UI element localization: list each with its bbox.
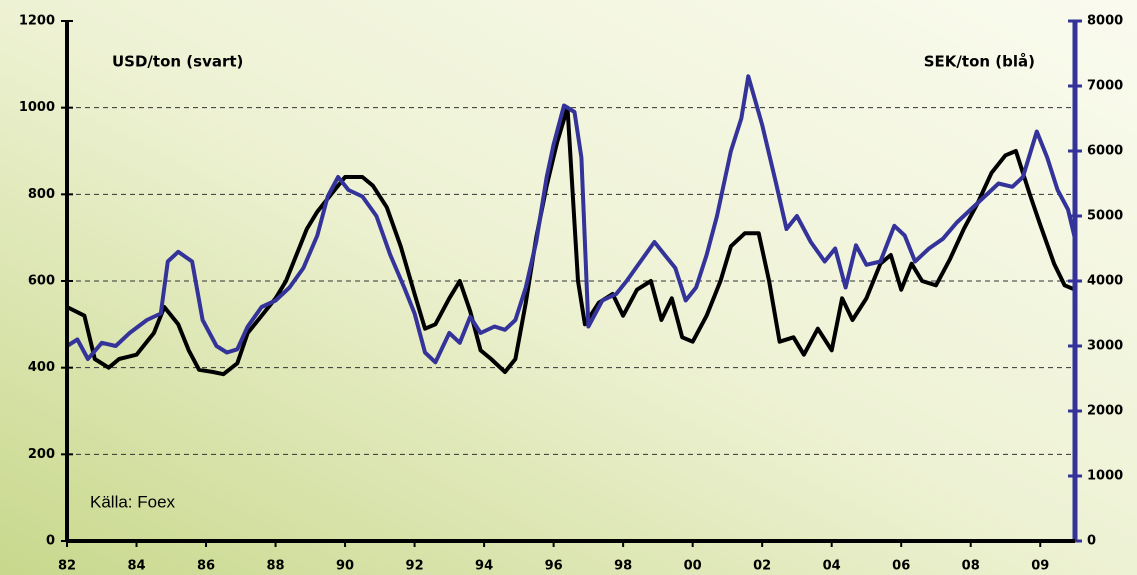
y-tick-label: 0 bbox=[46, 534, 55, 549]
x-tick-label: 06 bbox=[892, 559, 910, 574]
x-tick-label: 94 bbox=[475, 559, 493, 574]
y-tick-label: 200 bbox=[28, 447, 55, 462]
y-tick-label: 1000 bbox=[19, 100, 55, 115]
x-tick-label: 09 bbox=[1031, 559, 1049, 574]
x-tick-label: 82 bbox=[58, 559, 76, 574]
x-tick-label: 84 bbox=[127, 559, 145, 574]
annotation: Källa: Foex bbox=[90, 492, 176, 511]
y2-tick-label: 5000 bbox=[1087, 209, 1123, 224]
x-tick-label: 02 bbox=[753, 559, 771, 574]
y-tick-label: 1200 bbox=[19, 14, 55, 29]
y2-tick-label: 6000 bbox=[1087, 144, 1123, 159]
x-tick-label: 08 bbox=[962, 559, 980, 574]
y2-tick-label: 0 bbox=[1087, 534, 1096, 549]
x-tick-label: 88 bbox=[267, 559, 285, 574]
y-tick-label: 800 bbox=[28, 187, 55, 202]
x-tick-label: 04 bbox=[823, 559, 841, 574]
x-tick-label: 98 bbox=[614, 559, 632, 574]
y2-axis-label: SEK/ton (blå) bbox=[924, 53, 1035, 71]
x-tick-label: 00 bbox=[684, 559, 702, 574]
y2-tick-label: 7000 bbox=[1087, 79, 1123, 94]
x-tick-label: 96 bbox=[545, 559, 563, 574]
y2-tick-label: 3000 bbox=[1087, 339, 1123, 354]
y2-tick-label: 4000 bbox=[1087, 274, 1123, 289]
series-line bbox=[66, 105, 1076, 377]
series-line bbox=[65, 74, 1077, 365]
x-tick-label: 92 bbox=[406, 559, 424, 574]
y-tick-label: 400 bbox=[28, 360, 55, 375]
y2-tick-label: 1000 bbox=[1087, 469, 1123, 484]
y2-tick-label: 2000 bbox=[1087, 404, 1123, 419]
x-tick-label: 86 bbox=[197, 559, 215, 574]
y-tick-label: 600 bbox=[28, 274, 55, 289]
x-tick-label: 90 bbox=[336, 559, 354, 574]
y2-tick-label: 8000 bbox=[1087, 14, 1123, 29]
y-axis-label: USD/ton (svart) bbox=[112, 53, 243, 71]
